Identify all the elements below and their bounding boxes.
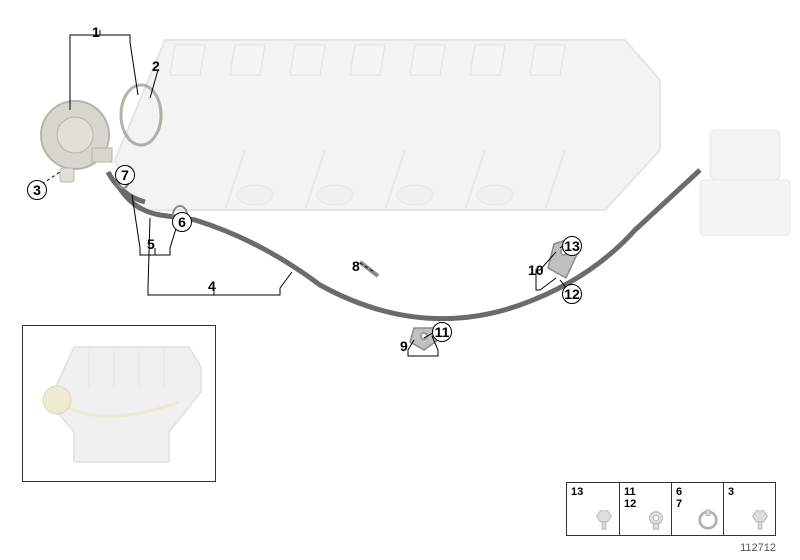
- callout-6: 6: [172, 212, 192, 232]
- fastener-label: 12: [624, 498, 636, 510]
- fastener-table: 131112673: [566, 482, 776, 536]
- callout-13: 13: [562, 236, 582, 256]
- callout-1: 1: [92, 24, 100, 40]
- hex-bolt-icon: [749, 509, 771, 531]
- fastener-label: 6: [676, 486, 682, 498]
- callout-11: 11: [432, 322, 452, 342]
- fastener-cell: 1112: [619, 483, 671, 535]
- inset-thumbnail: [22, 325, 216, 482]
- clip-nut-icon: [645, 509, 667, 531]
- callout-4: 4: [208, 278, 216, 294]
- fastener-cell: 67: [671, 483, 723, 535]
- callout-5: 5: [147, 236, 155, 252]
- fastener-label: 11: [624, 486, 636, 498]
- callout-8: 8: [352, 258, 360, 274]
- callout-9: 9: [400, 338, 408, 354]
- fastener-label: 13: [571, 486, 583, 498]
- fastener-cell: 3: [723, 483, 775, 535]
- fastener-cell: 13: [567, 483, 619, 535]
- callout-7: 7: [115, 165, 135, 185]
- callout-12: 12: [562, 284, 582, 304]
- callout-10: 10: [528, 262, 544, 278]
- image-id: 112712: [740, 542, 776, 554]
- fastener-label: 7: [676, 498, 682, 510]
- clamp-icon: [697, 509, 719, 531]
- hex-bolt-icon: [593, 509, 615, 531]
- callout-2: 2: [152, 58, 160, 74]
- callout-3: 3: [27, 180, 47, 200]
- fastener-label: 3: [728, 486, 734, 498]
